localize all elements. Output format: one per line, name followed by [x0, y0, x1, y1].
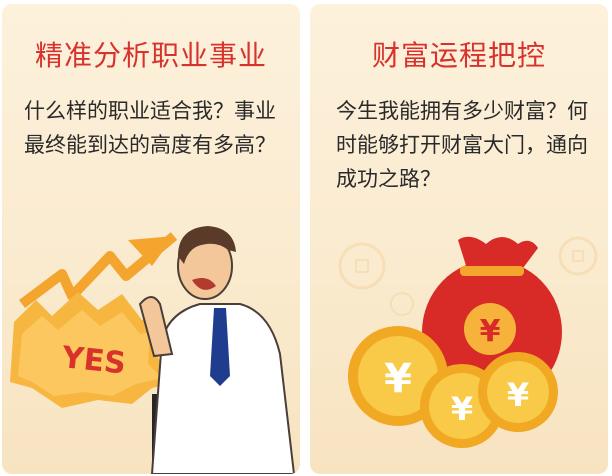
career-card-title: 精准分析职业事业: [34, 39, 267, 72]
rising-arrow-icon: [19, 232, 178, 308]
wealth-illustration: ¥ ¥ ¥ ¥: [338, 236, 598, 448]
gold-coin-icon: ¥: [478, 352, 558, 432]
wealth-card-title: 财富运程把控: [371, 39, 546, 72]
svg-text:¥: ¥: [507, 376, 529, 414]
man-figure: [138, 226, 296, 474]
career-card[interactable]: 精准分析职业事业 什么样的职业适合我？事业最终能到达的高度有多高？ YES: [2, 4, 300, 474]
wealth-card[interactable]: 财富运程把控 今生我能拥有多少财富？何时能够打开财富大门，通向成功之路？ ¥ ¥: [310, 4, 608, 474]
coin-symbol: ¥: [480, 314, 501, 349]
career-card-description: 什么样的职业适合我？事业最终能到达的高度有多高？: [24, 99, 276, 157]
wealth-card-description: 今生我能拥有多少财富？何时能够打开财富大门，通向成功之路？: [336, 99, 588, 191]
svg-text:¥: ¥: [451, 390, 473, 428]
yes-text: YES: [59, 340, 127, 382]
career-illustration: YES: [10, 226, 296, 474]
svg-text:¥: ¥: [384, 356, 412, 402]
